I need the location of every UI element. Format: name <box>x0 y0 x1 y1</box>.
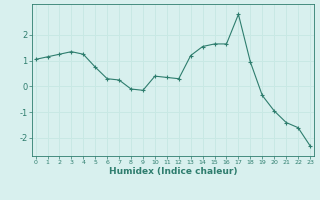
X-axis label: Humidex (Indice chaleur): Humidex (Indice chaleur) <box>108 167 237 176</box>
